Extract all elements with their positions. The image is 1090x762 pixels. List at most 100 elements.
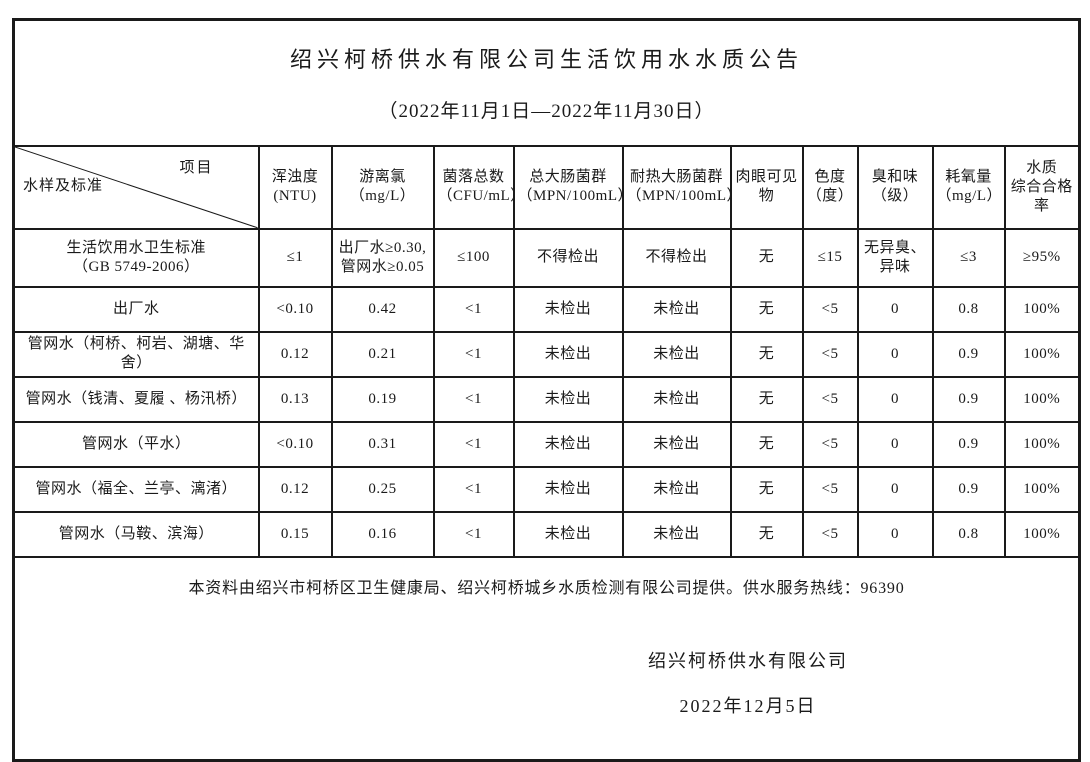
data-cell: 未检出 <box>621 465 732 513</box>
data-cell: 0.42 <box>330 285 435 333</box>
data-cell: <5 <box>801 375 859 423</box>
data-cell: 未检出 <box>512 285 624 333</box>
data-cell: 未检出 <box>621 420 732 468</box>
data-cell: 100% <box>1003 420 1081 468</box>
column-header-chroma: 色度 （度） <box>801 145 859 230</box>
data-cell: <0.10 <box>257 420 333 468</box>
data-cell: 100% <box>1003 330 1081 378</box>
column-header-thermotolerant-coliform: 耐热大肠菌群 （MPN/100mL） <box>621 145 732 230</box>
row-pipe-maan: 管网水（马鞍、滨海） 0.15 0.16 <1 未检出 未检出 无 <5 0 0… <box>12 510 1081 558</box>
data-cell: 0.25 <box>330 465 435 513</box>
data-cell: 未检出 <box>621 375 732 423</box>
column-header-pass-rate: 水质 综合合格率 <box>1003 145 1081 230</box>
row-hygiene-standard: 生活饮用水卫生标准 （GB 5749-2006） ≤1 出厂水≥0.30, 管网… <box>12 227 1081 288</box>
data-cell: 100% <box>1003 510 1081 558</box>
data-cell: 0.8 <box>931 510 1006 558</box>
data-cell: 无 <box>729 285 804 333</box>
data-cell: 无 <box>729 330 804 378</box>
data-cell: <1 <box>432 465 515 513</box>
data-cell: 0.9 <box>931 330 1006 378</box>
data-cell: 无 <box>729 420 804 468</box>
data-cell: 0.9 <box>931 465 1006 513</box>
data-cell: 100% <box>1003 285 1081 333</box>
row-factory-water: 出厂水 <0.10 0.42 <1 未检出 未检出 无 <5 0 0.8 100… <box>12 285 1081 333</box>
data-cell: 未检出 <box>512 330 624 378</box>
row-pipe-keqiao: 管网水（柯桥、柯岩、湖塘、华舍） 0.12 0.21 <1 未检出 未检出 无 … <box>12 330 1081 378</box>
footer-row: 本资料由绍兴市柯桥区卫生健康局、绍兴柯桥城乡水质检测有限公司提供。供水服务热线：… <box>12 555 1081 762</box>
data-cell: <5 <box>801 285 859 333</box>
row-label: 管网水（福全、兰亭、漓渚） <box>12 465 260 513</box>
data-cell: 0.12 <box>257 330 333 378</box>
row-label: 管网水（柯桥、柯岩、湖塘、华舍） <box>12 330 260 378</box>
footer-note: 本资料由绍兴市柯桥区卫生健康局、绍兴柯桥城乡水质检测有限公司提供。供水服务热线：… <box>188 579 905 597</box>
corner-cell: 项目 水样及标准 <box>12 145 260 230</box>
data-cell: 0.19 <box>330 375 435 423</box>
data-cell: ≥95% <box>1003 227 1081 288</box>
data-cell: 未检出 <box>621 285 732 333</box>
column-header-odor-taste: 臭和味 （级） <box>856 145 934 230</box>
data-cell: 未检出 <box>621 510 732 558</box>
column-header-oxygen-consumption: 耗氧量 （mg/L） <box>931 145 1006 230</box>
column-header-visible-matter: 肉眼可见物 <box>729 145 804 230</box>
data-cell: ≤1 <box>257 227 333 288</box>
signature-block: 绍兴柯桥供水有限公司 2022年12月5日 <box>598 629 898 739</box>
data-cell: <1 <box>432 510 515 558</box>
data-cell: 0.9 <box>931 375 1006 423</box>
data-cell: <0.10 <box>257 285 333 333</box>
diagonal-divider-line <box>15 147 258 228</box>
data-cell: <5 <box>801 465 859 513</box>
corner-label-sample-standard: 水样及标准 <box>23 178 104 195</box>
data-cell: 0 <box>856 375 934 423</box>
footer-cell: 本资料由绍兴市柯桥区卫生健康局、绍兴柯桥城乡水质检测有限公司提供。供水服务热线：… <box>12 555 1081 762</box>
row-pipe-pingshui: 管网水（平水） <0.10 0.31 <1 未检出 未检出 无 <5 0 0.9… <box>12 420 1081 468</box>
row-pipe-fuquan: 管网水（福全、兰亭、漓渚） 0.12 0.25 <1 未检出 未检出 无 <5 … <box>12 465 1081 513</box>
data-cell: 0 <box>856 285 934 333</box>
column-header-colony-count: 菌落总数 （CFU/mL） <box>432 145 515 230</box>
report-period: （2022年11月1日—2022年11月30日） <box>378 100 715 122</box>
page-title: 绍兴柯桥供水有限公司生活饮用水水质公告 <box>290 47 804 73</box>
data-cell: ≤3 <box>931 227 1006 288</box>
row-pipe-qianqing: 管网水（钱清、夏履 、杨汛桥） 0.13 0.19 <1 未检出 未检出 无 <… <box>12 375 1081 423</box>
water-quality-table: 绍兴柯桥供水有限公司生活饮用水水质公告 （2022年11月1日—2022年11月… <box>12 18 1082 762</box>
data-cell: 0.13 <box>257 375 333 423</box>
data-cell: 无 <box>729 510 804 558</box>
data-cell: ≤100 <box>432 227 515 288</box>
data-cell: <1 <box>432 375 515 423</box>
data-cell: 未检出 <box>621 330 732 378</box>
data-cell: 0 <box>856 420 934 468</box>
data-cell: 0.8 <box>931 285 1006 333</box>
data-cell: 无 <box>729 375 804 423</box>
data-cell: 0 <box>856 510 934 558</box>
signature-date: 2022年12月5日 <box>679 696 817 716</box>
data-cell: 0.15 <box>257 510 333 558</box>
column-header-free-chlorine: 游离氯（mg/L） <box>330 145 435 230</box>
row-label: 管网水（钱清、夏履 、杨汛桥） <box>12 375 260 423</box>
title-row: 绍兴柯桥供水有限公司生活饮用水水质公告 （2022年11月1日—2022年11月… <box>12 18 1081 148</box>
data-cell: <5 <box>801 510 859 558</box>
corner-label-project: 项目 <box>179 160 214 177</box>
data-cell: 0.9 <box>931 420 1006 468</box>
data-cell: ≤15 <box>801 227 859 288</box>
data-cell: 0.21 <box>330 330 435 378</box>
column-header-turbidity: 浑浊度 (NTU) <box>257 145 333 230</box>
data-cell: 无 <box>729 465 804 513</box>
data-cell: 不得检出 <box>512 227 624 288</box>
water-quality-notice-page: 绍兴柯桥供水有限公司生活饮用水水质公告 （2022年11月1日—2022年11月… <box>12 18 1082 762</box>
title-cell: 绍兴柯桥供水有限公司生活饮用水水质公告 （2022年11月1日—2022年11月… <box>12 18 1081 148</box>
data-cell: 无 <box>729 227 804 288</box>
data-cell: 未检出 <box>512 420 624 468</box>
data-cell: 0.16 <box>330 510 435 558</box>
data-cell: 100% <box>1003 375 1081 423</box>
header-row: 项目 水样及标准 浑浊度 (NTU) 游离氯（mg/L） 菌落总数 （CFU/m… <box>12 145 1081 230</box>
data-cell: <1 <box>432 330 515 378</box>
data-cell: <1 <box>432 420 515 468</box>
data-cell: <5 <box>801 330 859 378</box>
data-cell: 未检出 <box>512 510 624 558</box>
data-cell: 未检出 <box>512 375 624 423</box>
data-cell: 未检出 <box>512 465 624 513</box>
data-cell: 0 <box>856 330 934 378</box>
data-cell: 无异臭、 异味 <box>856 227 934 288</box>
data-cell: 0.31 <box>330 420 435 468</box>
data-cell: 100% <box>1003 465 1081 513</box>
data-cell: 0.12 <box>257 465 333 513</box>
